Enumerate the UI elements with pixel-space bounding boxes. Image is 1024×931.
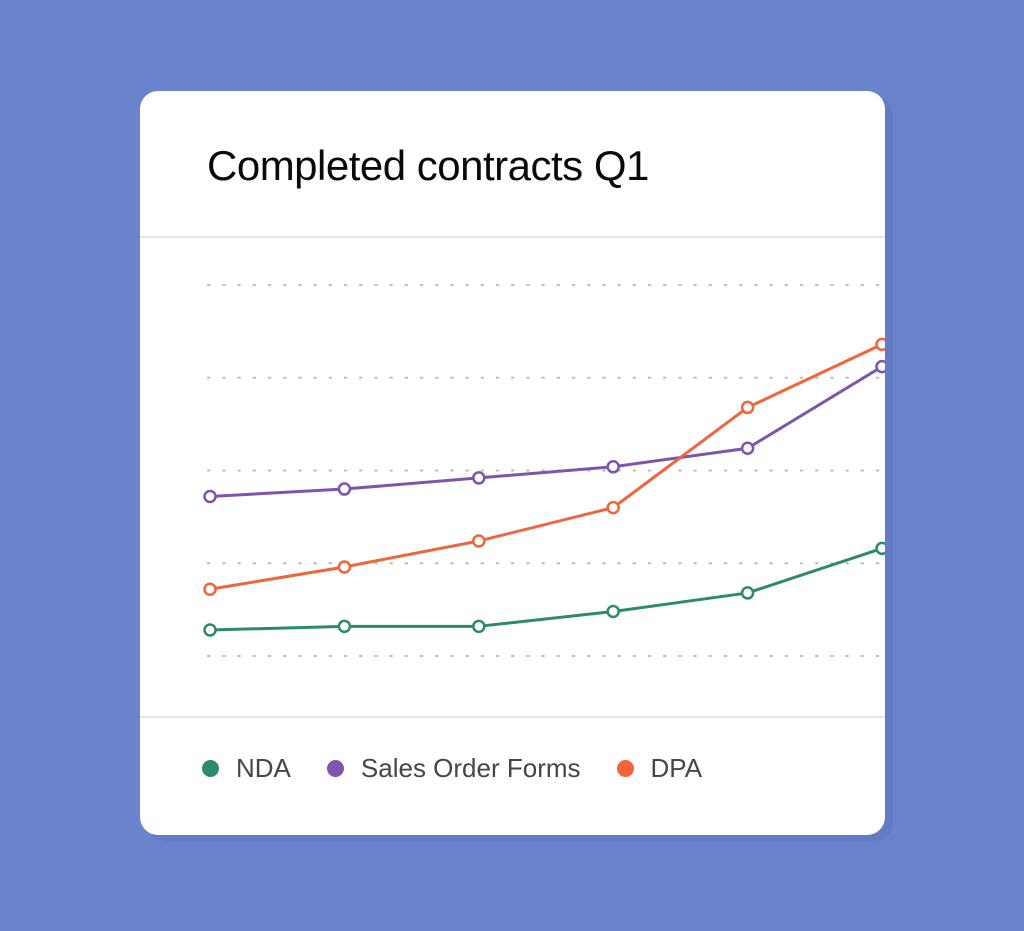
legend-dot-icon bbox=[202, 759, 219, 777]
data-point-marker[interactable] bbox=[472, 471, 486, 485]
data-point-markers bbox=[203, 337, 886, 637]
chart-legend: NDA Sales Order Forms DPA bbox=[202, 755, 738, 781]
data-point-marker[interactable] bbox=[740, 441, 755, 455]
legend-dot-icon bbox=[326, 759, 344, 777]
data-point-marker[interactable] bbox=[875, 337, 886, 352]
grid-lines bbox=[207, 284, 885, 657]
series-line-nda bbox=[209, 546, 883, 632]
header-divider bbox=[140, 236, 885, 238]
data-point-marker[interactable] bbox=[203, 623, 217, 637]
data-point-marker[interactable] bbox=[337, 482, 352, 496]
chart-card: Completed contracts Q1 NDA Sales Order F… bbox=[140, 91, 885, 835]
legend-label: DPA bbox=[650, 753, 703, 783]
legend-item-nda[interactable]: NDA bbox=[202, 755, 291, 781]
data-point-marker[interactable] bbox=[875, 541, 886, 556]
data-point-marker[interactable] bbox=[740, 586, 755, 600]
data-point-marker[interactable] bbox=[606, 604, 620, 619]
legend-label: Sales Order Forms bbox=[360, 753, 581, 783]
data-point-marker[interactable] bbox=[740, 400, 755, 415]
data-point-marker[interactable] bbox=[337, 619, 352, 634]
legend-item-dpa[interactable]: DPA bbox=[616, 753, 703, 783]
legend-dot-icon bbox=[616, 759, 634, 777]
data-point-marker[interactable] bbox=[606, 500, 620, 515]
legend-label: NDA bbox=[236, 753, 291, 783]
legend-item-sales-order-forms[interactable]: Sales Order Forms bbox=[326, 753, 581, 783]
line-chart bbox=[203, 284, 886, 657]
series-line-dpa bbox=[209, 343, 883, 591]
series-lines bbox=[209, 343, 883, 632]
data-point-marker[interactable] bbox=[472, 619, 486, 634]
data-point-marker[interactable] bbox=[337, 560, 352, 574]
data-point-marker[interactable] bbox=[472, 534, 486, 548]
data-point-marker[interactable] bbox=[875, 359, 886, 374]
data-point-marker[interactable] bbox=[606, 460, 620, 474]
legend-divider bbox=[140, 716, 885, 718]
data-point-marker[interactable] bbox=[203, 489, 217, 504]
chart-title: Completed contracts Q1 bbox=[207, 142, 649, 189]
data-point-marker[interactable] bbox=[203, 582, 217, 596]
series-line-sales-order-forms bbox=[209, 365, 883, 498]
